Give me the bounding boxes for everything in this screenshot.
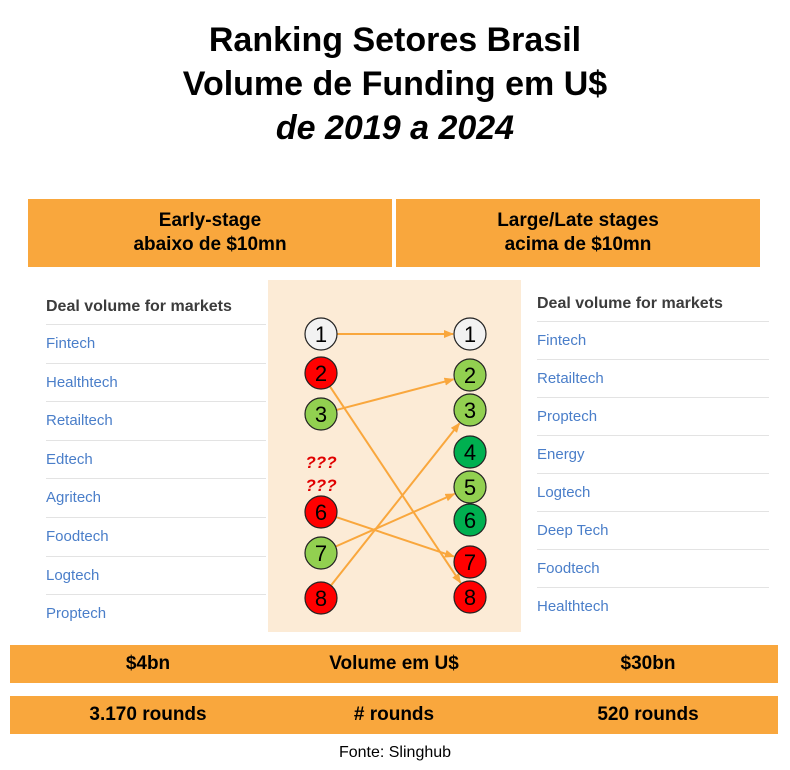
early-rounds: 3.170 rounds (89, 704, 207, 725)
unknown-rank-label: ??? (305, 476, 337, 495)
node-circle (453, 503, 487, 537)
node-label: 2 (315, 361, 327, 386)
left-rank-node: 2 (304, 356, 338, 390)
node-circle (304, 495, 338, 529)
list-item: Healthtech (46, 362, 266, 402)
node-label: 1 (315, 322, 327, 347)
list-item: Agritech (46, 478, 266, 517)
node-label: 3 (464, 398, 476, 423)
node-circle (453, 393, 487, 427)
list-item: Logtech (46, 555, 266, 595)
right-rank-node: 4 (453, 435, 487, 469)
node-circle (304, 581, 338, 615)
list-item: Deep Tech (537, 511, 769, 549)
arrows-layer (329, 330, 462, 587)
list-header: Deal volume for markets (537, 295, 723, 312)
nodes-layer: 1 2 3?????? 6 7 8 1 2 3 4 5 6 7 8 (304, 317, 487, 615)
left-rank-node: 1 (304, 317, 338, 351)
list-header: Deal volume for markets (46, 298, 232, 315)
volume-bar: $4bn Volume em U$ $30bn (10, 645, 778, 683)
rounds-bar: 3.170 rounds # rounds 520 rounds (10, 696, 778, 734)
rounds-label: # rounds (353, 704, 435, 725)
right-rank-node: 8 (453, 580, 487, 614)
left-rank-node: 7 (304, 536, 338, 570)
rank-change-arrow (329, 385, 462, 584)
early-volume: $4bn (125, 653, 171, 674)
list-item: Retailtech (537, 359, 769, 397)
node-circle (453, 580, 487, 614)
node-circle (453, 317, 487, 351)
node-circle (453, 358, 487, 392)
early-stage-title: Early-stage (158, 210, 262, 231)
list-item: Retailtech (46, 401, 266, 440)
node-label: 3 (315, 402, 327, 427)
left-rank-node: 6 (304, 495, 338, 529)
node-label: 8 (464, 585, 476, 610)
node-label: 7 (464, 550, 476, 575)
node-circle (304, 536, 338, 570)
node-circle (304, 317, 338, 351)
right-rank-node: 7 (453, 545, 487, 579)
title-line-2: Volume de Funding em U$ (182, 65, 608, 103)
node-circle (304, 397, 338, 431)
late-stage-subtitle: acima de $10mn (504, 234, 652, 255)
late-stage-header: Large/Late stages acima de $10mn (396, 199, 760, 267)
node-label: 6 (464, 508, 476, 533)
node-label: 1 (464, 322, 476, 347)
node-circle (453, 545, 487, 579)
right-rank-node: 2 (453, 358, 487, 392)
right-rank-node: 1 (453, 317, 487, 351)
node-circle (304, 356, 338, 390)
title-line-3: de 2019 a 2024 (275, 109, 515, 147)
node-label: 6 (315, 500, 327, 525)
node-label: 8 (315, 586, 327, 611)
late-rounds: 520 rounds (597, 704, 699, 725)
node-label: 2 (464, 363, 476, 388)
node-circle (453, 435, 487, 469)
right-rank-node: 6 (453, 503, 487, 537)
unknown-rank-label: ??? (305, 453, 337, 472)
list-item: Proptech (46, 594, 266, 633)
list-item: Foodtech (46, 516, 266, 556)
late-stage-title: Large/Late stages (497, 210, 659, 231)
early-stage-market-list: Deal volume for markets Fintech Healthte… (46, 290, 266, 633)
volume-label: Volume em U$ (329, 653, 459, 674)
list-item: Logtech (537, 473, 769, 511)
early-stage-header: Early-stage abaixo de $10mn (28, 199, 392, 267)
list-item: Fintech (537, 321, 769, 359)
list-item: Edtech (46, 439, 266, 479)
rank-change-arrow (336, 377, 455, 411)
list-item: Foodtech (537, 549, 769, 587)
left-rank-node: 3 (304, 397, 338, 431)
early-stage-subtitle: abaixo de $10mn (133, 234, 287, 255)
late-stage-market-list: Deal volume for markets Fintech Retailte… (537, 287, 769, 625)
list-item: Fintech (46, 324, 266, 363)
node-label: 4 (464, 440, 476, 465)
rank-change-arrow (335, 516, 455, 558)
late-volume: $30bn (620, 653, 676, 674)
source-credit: Fonte: Slinghub (338, 744, 452, 761)
left-rank-node: 8 (304, 581, 338, 615)
right-rank-node: 5 (453, 470, 487, 504)
list-item: Proptech (537, 397, 769, 435)
node-label: 5 (464, 475, 476, 500)
rank-change-arrow (330, 422, 461, 587)
right-rank-node: 3 (453, 393, 487, 427)
node-circle (453, 470, 487, 504)
title-line-1: Ranking Setores Brasil (208, 21, 582, 59)
list-item: Healthtech (537, 587, 769, 625)
rank-change-arrow (335, 492, 456, 548)
list-item: Energy (537, 435, 769, 473)
node-label: 7 (315, 541, 327, 566)
